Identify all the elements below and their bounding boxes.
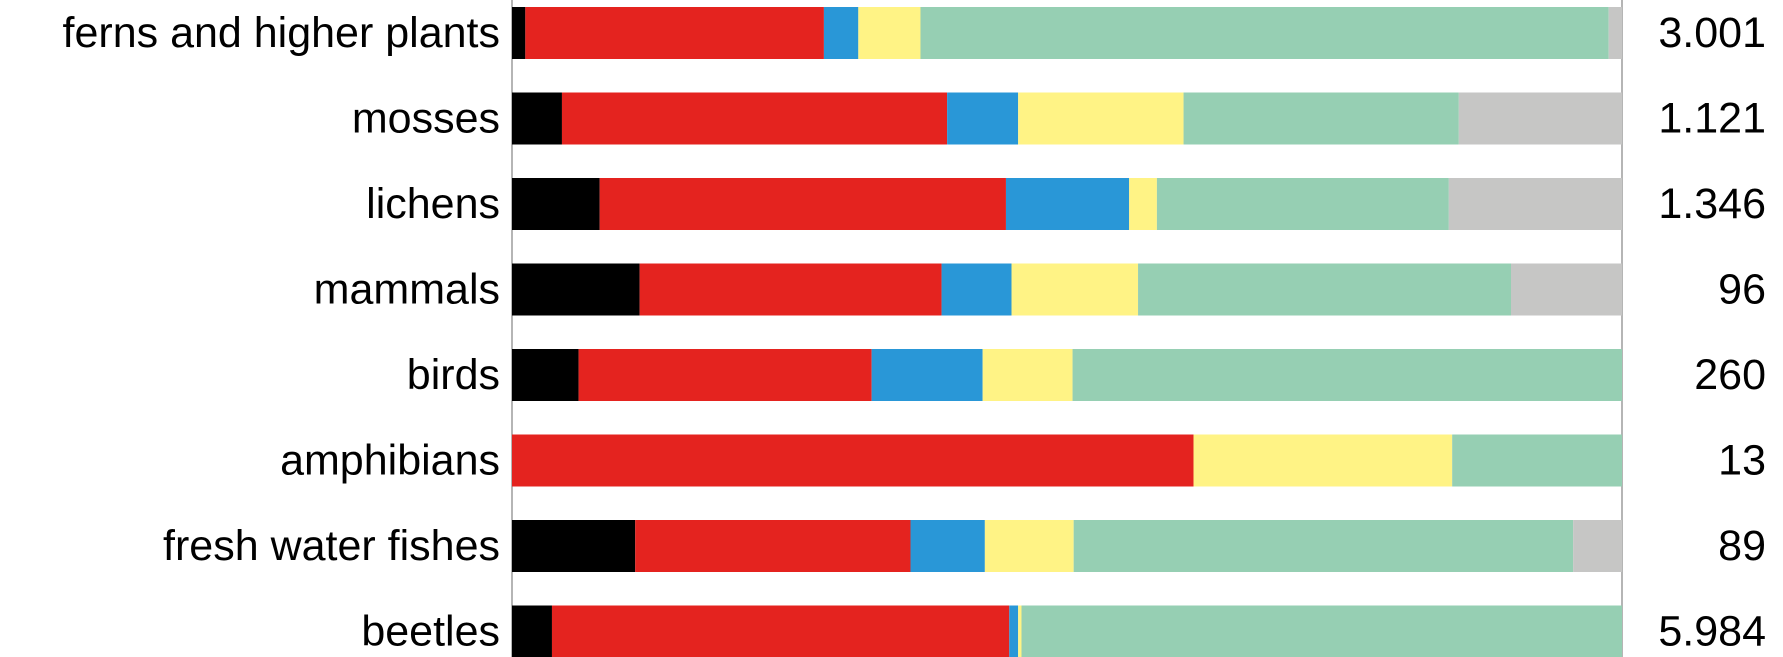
bar-segment-5 — [1072, 349, 1622, 401]
bar-segment-2 — [561, 92, 948, 145]
bar-segment-5 — [1138, 263, 1511, 316]
bar-segment-1 — [512, 178, 600, 230]
category-label: fresh water fishes — [163, 522, 500, 570]
total-label: 13 — [1718, 437, 1766, 485]
bar-segment-5 — [1021, 605, 1622, 657]
category-label: beetles — [361, 608, 500, 656]
category-label: mosses — [352, 95, 500, 143]
bar-segment-4 — [1018, 92, 1184, 145]
bar-segment-1 — [512, 520, 636, 572]
bar-segment-5 — [920, 7, 1609, 59]
bar-segment-6 — [1511, 263, 1622, 316]
bar-segment-3 — [871, 349, 983, 401]
bar-segment-4 — [984, 520, 1074, 572]
bar-segment-1 — [512, 605, 552, 657]
bar-segment-4 — [1011, 263, 1139, 316]
bar-segment-3 — [910, 520, 985, 572]
bar-segment-6 — [1448, 178, 1622, 230]
category-label: mammals — [314, 266, 500, 314]
bar-segment-1 — [512, 92, 562, 145]
bar-segment-2 — [639, 263, 942, 316]
bar-segment-1 — [512, 263, 640, 316]
bar-segment-3 — [1009, 605, 1019, 657]
bar-segment-6 — [1458, 92, 1622, 145]
category-label: ferns and higher plants — [63, 9, 500, 57]
bar-segment-3 — [947, 92, 1019, 145]
bar-segment-4 — [1193, 434, 1453, 487]
bar-segment-5 — [1452, 434, 1622, 487]
bar-segment-3 — [941, 263, 1012, 316]
bar-segment-6 — [1573, 520, 1622, 572]
category-label: birds — [407, 351, 500, 399]
bar-segment-2 — [635, 520, 911, 572]
bar-segment-5 — [1073, 520, 1574, 572]
bar-segment-1 — [512, 349, 579, 401]
category-label: lichens — [366, 180, 500, 228]
total-label: 1.121 — [1658, 95, 1766, 143]
bar-segment-2 — [599, 178, 1006, 230]
bar-segment-2 — [512, 434, 1194, 487]
bar-segment-5 — [1183, 92, 1459, 145]
bar-segment-2 — [525, 7, 824, 59]
bar-segment-4 — [1129, 178, 1157, 230]
bar-segment-1 — [512, 7, 526, 59]
bar-segment-3 — [823, 7, 859, 59]
total-label: 89 — [1718, 522, 1766, 570]
bar-segment-5 — [1156, 178, 1449, 230]
bar-segment-4 — [982, 349, 1073, 401]
category-label: amphibians — [280, 437, 500, 485]
bar-segment-2 — [578, 349, 872, 401]
total-label: 260 — [1694, 351, 1766, 399]
bar-segment-6 — [1608, 7, 1622, 59]
total-label: 96 — [1718, 266, 1766, 314]
bar-segment-4 — [858, 7, 921, 59]
bar-segment-4 — [1018, 605, 1022, 657]
total-label: 5.984 — [1658, 608, 1766, 656]
bar-segment-3 — [1005, 178, 1130, 230]
total-label: 1.346 — [1658, 180, 1766, 228]
total-label: 3.001 — [1658, 9, 1766, 57]
bar-segment-2 — [551, 605, 1010, 657]
